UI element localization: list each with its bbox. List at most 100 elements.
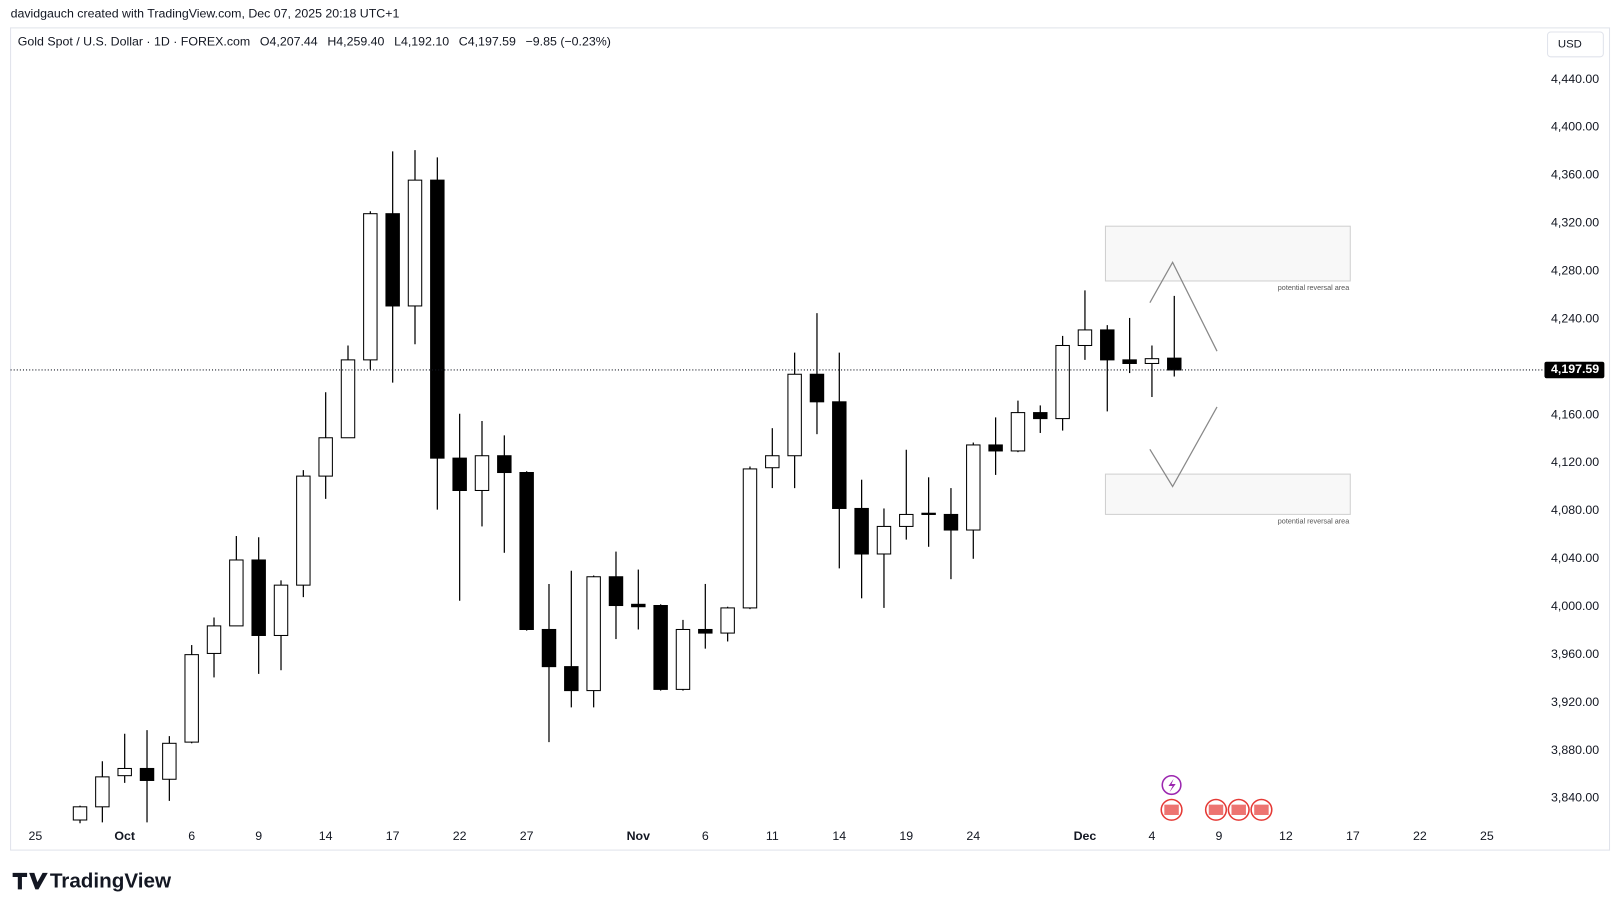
candle-body <box>854 507 869 555</box>
x-tick-label: 22 <box>1413 829 1427 843</box>
flag-icons <box>1160 798 1273 821</box>
zigzag <box>1149 261 1218 352</box>
candle-body <box>720 607 735 634</box>
candle-body <box>832 401 847 509</box>
y-tick-label: 4,000.00 <box>1551 599 1599 613</box>
credit: davidgauch created with TradingView.com,… <box>11 7 400 21</box>
candle-body <box>318 437 333 477</box>
currency: USD <box>1558 38 1582 50</box>
candle-body <box>787 373 802 457</box>
flag-glyph <box>1254 804 1269 815</box>
x-tick-label: Nov <box>627 829 650 843</box>
candle-body <box>474 455 490 492</box>
candle-body <box>1055 344 1070 420</box>
candle-body <box>921 512 936 515</box>
x-tick-label: 25 <box>28 829 42 843</box>
reversal-box <box>1104 225 1351 282</box>
x-tick-label: 27 <box>520 829 534 843</box>
candle-body <box>876 525 892 555</box>
candle-body <box>675 628 691 690</box>
logo-icon <box>12 872 48 890</box>
legend: Gold Spot / U.S. Dollar · 1D · FOREX.com… <box>18 35 611 49</box>
candle-body <box>430 179 445 459</box>
reversal-box <box>1104 473 1351 515</box>
low-label: L4,192.10 <box>394 35 449 49</box>
x-tick-label: 19 <box>899 829 913 843</box>
candle-body <box>1100 329 1115 361</box>
y-tick-label: 4,040.00 <box>1551 551 1599 565</box>
x-tick-label: 17 <box>1346 829 1360 843</box>
x-tick-label: 6 <box>702 829 709 843</box>
x-tick-label: 4 <box>1148 829 1155 843</box>
y-tick-label: 3,840.00 <box>1551 791 1599 805</box>
candle-body <box>809 373 825 403</box>
zigzag <box>1149 406 1218 488</box>
y-tick-label: 4,080.00 <box>1551 503 1599 517</box>
logo: TradingView <box>50 870 172 893</box>
x-tick-label: Oct <box>114 829 135 843</box>
candle-body <box>452 457 467 492</box>
candle-body <box>296 475 311 586</box>
candle-body <box>139 767 155 781</box>
symbol-title: Gold Spot / U.S. Dollar · 1D · FOREX.com <box>18 35 250 49</box>
candle-body <box>899 513 914 527</box>
candle-body <box>988 444 1003 452</box>
close-label: C4,197.59 <box>459 35 516 49</box>
x-tick-label: 11 <box>766 829 779 843</box>
candle-body <box>1122 359 1137 364</box>
candle-body <box>519 471 534 630</box>
candle-body <box>1010 412 1026 452</box>
flag-glyph <box>1231 804 1246 815</box>
x-tick-label: 9 <box>1215 829 1222 843</box>
x-tick-label: 12 <box>1279 829 1293 843</box>
candle-body <box>251 559 266 636</box>
candle-body <box>497 455 512 474</box>
y-tick-label: 4,240.00 <box>1551 311 1599 325</box>
candle-body <box>742 468 758 609</box>
candle-body <box>184 654 199 743</box>
candle-body <box>1167 357 1182 371</box>
candle-body <box>653 604 668 690</box>
y-tick-label: 4,280.00 <box>1551 263 1599 277</box>
y-tick-label: 3,880.00 <box>1551 743 1599 757</box>
candle-body <box>564 666 579 692</box>
x-tick-label: 17 <box>386 829 400 843</box>
candle-body <box>162 742 177 780</box>
y-tick-label: 4,320.00 <box>1551 216 1599 230</box>
chart-border <box>10 27 1611 851</box>
candle-body <box>966 444 981 531</box>
y-tick-label: 4,440.00 <box>1551 72 1599 86</box>
x-tick-label: Dec <box>1074 829 1097 843</box>
x-tick-label: 14 <box>832 829 846 843</box>
annotation: potential reversal area <box>1278 283 1350 292</box>
event-icon-glyph <box>1168 778 1176 793</box>
high-label: H4,259.40 <box>327 35 384 49</box>
y-tick-label: 4,120.00 <box>1551 455 1599 469</box>
candle-body <box>541 628 557 668</box>
x-tick-label: 25 <box>1480 829 1494 843</box>
annotation: potential reversal area <box>1278 517 1350 526</box>
change-label: −9.85 (−0.23%) <box>526 35 611 49</box>
x-tick-label: 9 <box>255 829 262 843</box>
last-price-tag <box>1544 361 1605 379</box>
candle-body <box>698 628 713 634</box>
y-tick-label: 4,360.00 <box>1551 168 1599 182</box>
candle-body <box>72 806 88 821</box>
candle-body <box>117 767 132 777</box>
candle-body <box>273 584 289 636</box>
currency-box[interactable] <box>1547 31 1604 58</box>
candle-body <box>363 213 378 361</box>
candle-body <box>206 625 222 654</box>
x-tick-label: 6 <box>188 829 195 843</box>
y-tick-label: 4,400.00 <box>1551 120 1599 134</box>
x-tick-label: 22 <box>453 829 467 843</box>
plot <box>72 150 1182 824</box>
flag-glyph <box>1164 804 1179 815</box>
candle-body <box>631 603 646 608</box>
candle-body <box>407 179 423 307</box>
last-price-label: 4,197.59 <box>1551 362 1599 376</box>
y-tick-label: 3,960.00 <box>1551 647 1599 661</box>
candle-body <box>943 513 959 531</box>
